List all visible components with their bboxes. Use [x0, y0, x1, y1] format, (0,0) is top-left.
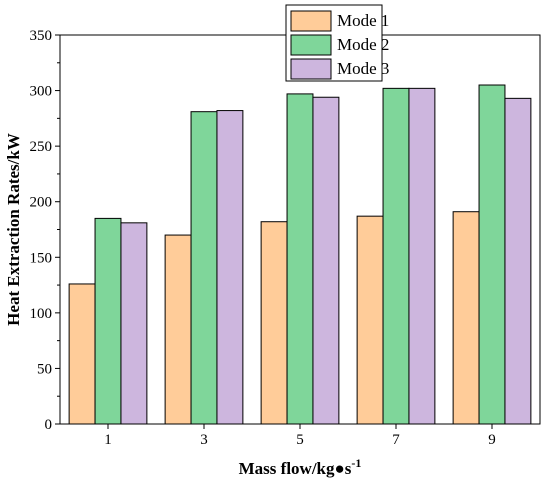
y-tick-label: 350: [30, 28, 53, 44]
bar-mode-3-cat-1: [120, 222, 148, 425]
bar-mode-2-cat-7: [382, 87, 410, 425]
y-tick-label: 250: [30, 139, 53, 155]
x-tick-label: 1: [104, 432, 112, 448]
bar-mode-2-cat-1: [94, 217, 122, 425]
legend-label-mode-1: Mode 1: [337, 11, 389, 30]
bar-mode-1-cat-7: [356, 215, 384, 425]
bar-mode-3-cat-9: [504, 97, 532, 425]
y-tick-label: 50: [37, 361, 52, 377]
y-axis-label: Heat Extraction Rates/kW: [4, 133, 23, 326]
legend-swatch-mode-3: [290, 58, 332, 80]
bar-mode-1-cat-3: [164, 234, 192, 425]
legend-swatch-mode-1: [290, 10, 332, 32]
bar-mode-1-cat-1: [68, 283, 96, 425]
bar-mode-3-cat-7: [408, 87, 436, 425]
y-tick-label: 100: [30, 306, 53, 322]
x-tick-label: 3: [200, 432, 208, 448]
bar-mode-2-cat-3: [190, 111, 218, 425]
bar-mode-3-cat-3: [216, 110, 244, 425]
x-axis-label: Mass flow/kg●s-1: [239, 456, 362, 478]
bar-mode-1-cat-9: [452, 211, 480, 425]
y-tick-label: 200: [30, 195, 53, 211]
legend-label-mode-3: Mode 3: [337, 59, 389, 78]
bar-mode-1-cat-5: [260, 221, 288, 425]
legend: Mode 1 Mode 2 Mode 3: [285, 4, 389, 82]
y-tick-label: 0: [45, 417, 53, 433]
bars-group: [68, 84, 532, 425]
legend-swatch-mode-2: [290, 34, 332, 56]
x-tick-label: 7: [392, 432, 400, 448]
y-axis-ticks: 0 50 100 150 200 250 300 350: [30, 28, 60, 433]
y-tick-label: 150: [30, 250, 53, 266]
x-axis-label-superscript: -1: [351, 456, 361, 470]
y-tick-label: 300: [30, 84, 53, 100]
bar-mode-3-cat-5: [312, 96, 340, 425]
legend-label-mode-2: Mode 2: [337, 35, 389, 54]
x-axis-label-main: Mass flow/kg●s: [239, 459, 352, 478]
bar-mode-2-cat-5: [286, 93, 314, 425]
x-tick-label: 5: [296, 432, 304, 448]
bar-mode-2-cat-9: [478, 84, 506, 425]
x-axis-ticks: 1 3 5 7 9: [104, 424, 496, 448]
x-tick-label: 9: [488, 432, 496, 448]
